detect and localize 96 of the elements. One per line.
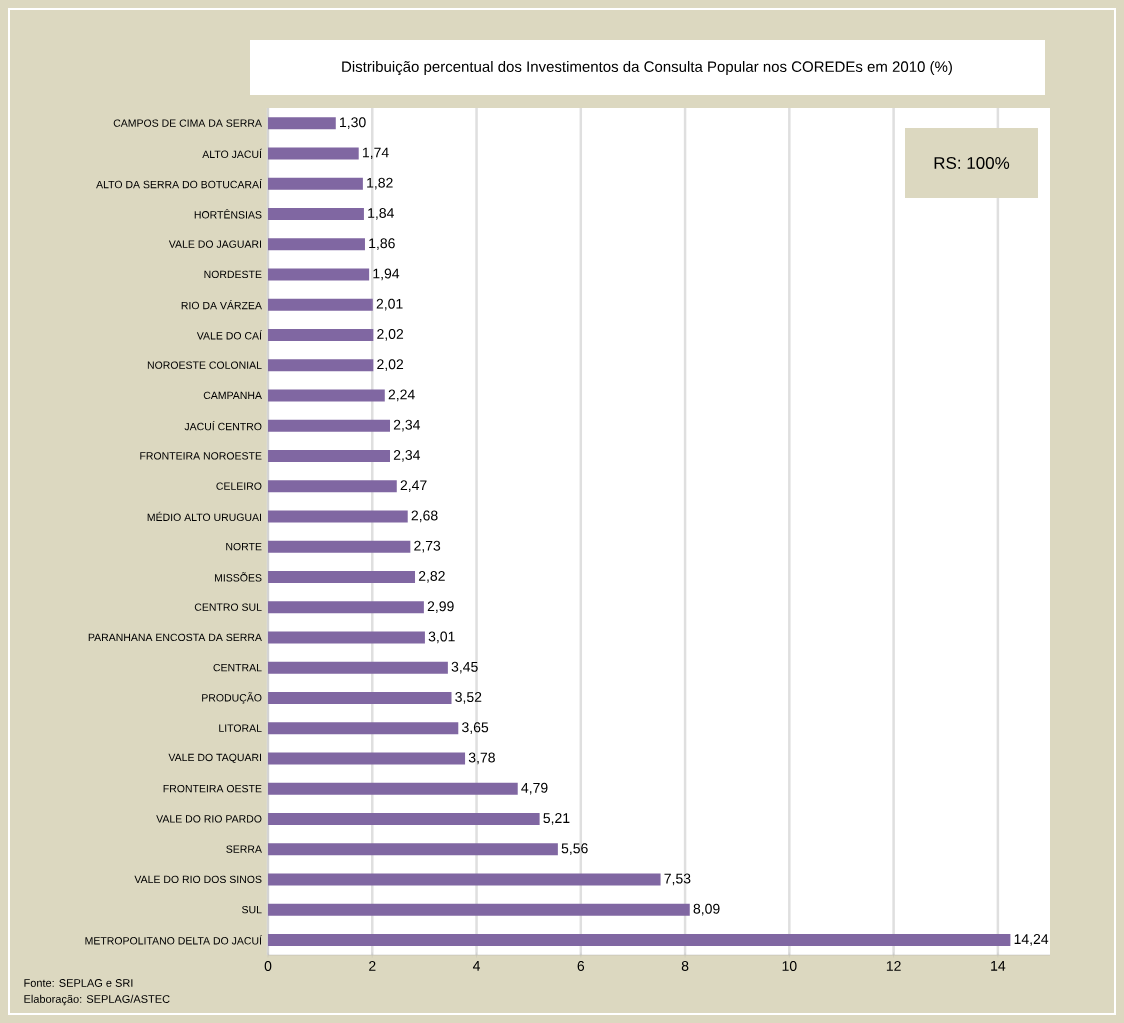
bar xyxy=(268,540,411,553)
y-tick-label: PARANHANA ENCOSTA DA SERRA xyxy=(88,633,262,642)
bar xyxy=(268,147,359,160)
bar xyxy=(268,480,397,493)
data-label: 2,47 xyxy=(400,480,427,492)
y-tick-label: PRODUÇÃO xyxy=(202,692,262,704)
bar xyxy=(268,268,370,281)
x-tick-label: 0 xyxy=(264,961,272,971)
y-tick-label: SERRA xyxy=(226,845,262,853)
data-label: 2,24 xyxy=(388,389,415,402)
y-tick-label: VALE DO RIO DOS SINOS xyxy=(134,875,262,884)
y-tick-label: CENTRAL xyxy=(213,663,262,672)
y-tick-label: CENTRO SUL xyxy=(194,603,262,611)
bar xyxy=(268,903,690,916)
y-tick-label: HORTÊNSIAS xyxy=(194,209,262,219)
bar xyxy=(268,510,408,523)
bar xyxy=(268,722,459,735)
y-tick-label: METROPOLITANO DELTA DO JACUÍ xyxy=(85,935,262,945)
bar xyxy=(268,570,416,583)
data-label: 2,99 xyxy=(427,601,454,613)
y-tick-label: VALE DO CAÍ xyxy=(196,330,262,340)
bar xyxy=(268,419,390,432)
bar xyxy=(268,389,385,402)
y-tick-label: RIO DA VÁRZEA xyxy=(181,300,262,310)
y-tick-label: MÉDIO ALTO URUGUAI xyxy=(147,511,261,521)
bar xyxy=(268,298,373,311)
x-tick-label: 4 xyxy=(472,961,481,971)
data-label: 2,02 xyxy=(377,329,404,341)
bar xyxy=(268,752,466,765)
data-label: 3,78 xyxy=(468,752,495,765)
bar xyxy=(268,238,365,251)
bar xyxy=(268,449,390,462)
x-tick-label: 12 xyxy=(886,961,901,971)
bar xyxy=(268,691,452,704)
x-tick-label: 2 xyxy=(369,961,376,971)
bar xyxy=(268,117,336,130)
y-tick-label: VALE DO TAQUARI xyxy=(168,753,261,764)
data-label: 2,34 xyxy=(393,419,421,432)
data-label: 1,74 xyxy=(362,147,389,160)
data-label: 5,21 xyxy=(543,813,570,825)
data-label: 8,09 xyxy=(693,903,720,916)
data-label: 1,30 xyxy=(340,117,366,129)
source-note: Fonte: SEPLAG e SRI xyxy=(24,979,133,987)
data-label: 4,79 xyxy=(521,782,548,795)
data-label: 3,01 xyxy=(428,631,455,644)
bar xyxy=(268,328,374,341)
bar xyxy=(268,631,425,644)
y-tick-label: ALTO DA SERRA DO BOTUCARAÍ xyxy=(96,179,262,189)
data-label: 1,94 xyxy=(373,268,400,281)
data-label: 14,24 xyxy=(1014,934,1049,946)
bar xyxy=(268,207,364,220)
y-tick-label: NORTE xyxy=(226,542,262,551)
data-label: 2,01 xyxy=(376,298,403,311)
bar xyxy=(268,177,363,190)
data-label: 1,86 xyxy=(369,238,395,250)
y-tick-label: FRONTEIRA NOROESTE xyxy=(140,452,262,460)
x-tick-label: 8 xyxy=(681,961,689,971)
x-tick-label: 6 xyxy=(577,961,585,971)
bar xyxy=(268,661,448,674)
y-tick-label: ALTO JACUÍ xyxy=(202,148,262,158)
data-label: 2,82 xyxy=(418,571,445,583)
y-tick-label: NORDESTE xyxy=(204,270,262,279)
y-tick-label: LITORAL xyxy=(219,724,262,732)
data-label: 7,53 xyxy=(664,873,691,886)
y-tick-label: VALE DO JAGUARI xyxy=(168,240,261,248)
bar xyxy=(268,873,661,886)
data-label: 2,34 xyxy=(393,450,421,462)
data-label: 3,65 xyxy=(462,722,489,734)
y-tick-label: MISSÕES xyxy=(214,572,262,582)
chart-title: Distribuição percentual dos Investimentos da Consulta Popular nos COREDEs em 2010 (%) xyxy=(342,60,952,76)
text: Elaboração: SEPLAG/ASTEC xyxy=(24,994,170,1006)
bar xyxy=(268,601,424,614)
data-label: 1,84 xyxy=(368,208,394,220)
data-label: 2,02 xyxy=(377,359,404,371)
data-label: 3,52 xyxy=(455,692,482,704)
y-tick-label: VALE DO RIO PARDO xyxy=(156,815,262,823)
y-tick-label: CAMPOS DE CIMA DA SERRA xyxy=(113,119,262,127)
data-label: 2,73 xyxy=(414,540,441,553)
x-tick-label: 14 xyxy=(991,961,1006,971)
y-tick-label: CELEIRO xyxy=(216,482,262,490)
y-tick-label: CAMPANHA xyxy=(203,391,262,400)
data-label: 2,68 xyxy=(411,510,438,523)
data-label: 3,45 xyxy=(451,661,478,674)
annotation: RS: 100% xyxy=(934,156,1010,170)
bar xyxy=(268,843,558,856)
bar xyxy=(268,782,518,795)
x-tick-label: 10 xyxy=(782,961,797,971)
bar xyxy=(268,812,540,825)
data-label: 5,56 xyxy=(561,843,588,855)
data-label: 1,82 xyxy=(367,177,393,190)
bar xyxy=(268,933,1011,946)
y-tick-label: NOROESTE COLONIAL xyxy=(147,361,262,369)
y-tick-label: SUL xyxy=(242,905,262,914)
bar xyxy=(268,359,374,372)
y-tick-label: FRONTEIRA OESTE xyxy=(163,784,262,793)
y-tick-label: JACUÍ CENTRO xyxy=(184,421,262,431)
